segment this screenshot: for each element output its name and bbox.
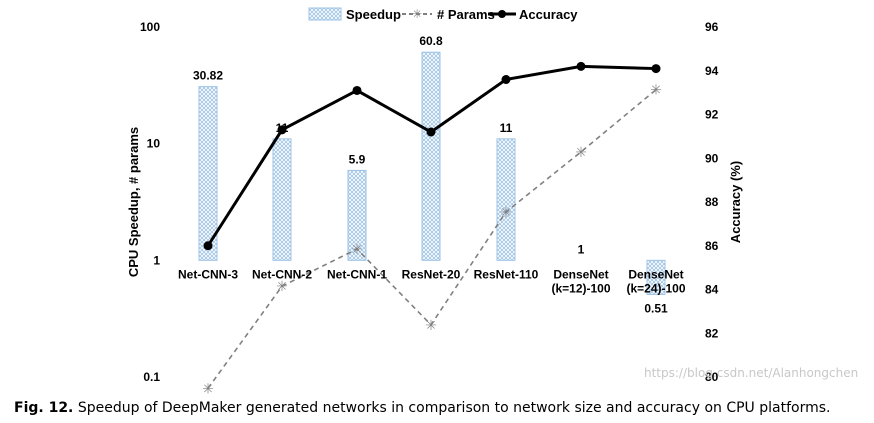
y2-tick-label: 84 <box>705 283 719 297</box>
speedup-value-label: 30.82 <box>193 69 223 83</box>
speedup-bar <box>347 169 367 261</box>
category-label: DenseNet <box>553 267 608 281</box>
legend-speedup-label: Speedup <box>346 7 401 22</box>
category-label: (k=12)-100 <box>551 281 610 295</box>
caption-label: Fig. 12. <box>14 400 74 416</box>
y-tick-label: 0.1 <box>143 370 160 384</box>
legend-params-marker: ✳ <box>412 7 422 21</box>
params-point: ✳ <box>425 318 437 334</box>
speedup-bar <box>646 259 666 295</box>
params-point: ✳ <box>276 279 288 295</box>
params-point: ✳ <box>575 145 587 161</box>
speedup-bar <box>272 138 292 261</box>
legend-accuracy-marker <box>498 10 506 18</box>
params-line <box>207 89 657 389</box>
y2-tick-label: 92 <box>705 108 719 122</box>
y-tick-label: 100 <box>140 20 160 34</box>
figure-caption: Fig. 12. Speedup of DeepMaker generated … <box>14 400 830 416</box>
legend-speedup-swatch <box>308 7 342 21</box>
watermark: https://blog.csdn.net/Alanhongchen <box>644 366 859 380</box>
speedup-bar <box>421 51 441 261</box>
accuracy-point <box>352 85 362 95</box>
speedup-bar <box>198 86 218 261</box>
y2-tick-label: 96 <box>705 20 719 34</box>
accuracy-point <box>426 127 436 137</box>
y-tick-label: 10 <box>147 137 161 151</box>
category-label: Net-CNN-2 <box>252 267 312 281</box>
legend-params-label: # Params <box>437 7 495 22</box>
y-axis-label: CPU Speedup, # params <box>126 127 141 277</box>
y2-tick-label: 80 <box>705 370 719 384</box>
speedup-value-label: 1 <box>578 242 585 256</box>
category-label: (k=24)-100 <box>626 281 685 295</box>
accuracy-point <box>501 75 511 84</box>
y2-axis-label: Accuracy (%) <box>728 161 743 243</box>
category-label: Net-CNN-3 <box>178 267 238 281</box>
caption-text: Speedup of DeepMaker generated networks … <box>77 400 831 416</box>
params-point: ✳ <box>500 205 512 221</box>
params-point: ✳ <box>202 381 214 397</box>
category-label: DenseNet <box>628 267 683 281</box>
category-label: ResNet-20 <box>402 267 461 281</box>
accuracy-point <box>651 64 661 74</box>
speedup-value-label: 60.8 <box>419 34 443 48</box>
speedup-value-label: 11 <box>500 121 513 135</box>
params-point: ✳ <box>650 83 662 99</box>
accuracy-point <box>277 125 287 135</box>
y-tick-label: 1 <box>153 253 160 267</box>
category-label: Net-CNN-1 <box>327 267 387 281</box>
combo-chart: Speedup ✳ # Params Accuracy 30.82115.960… <box>126 7 743 397</box>
speedup-value-label: 0.51 <box>644 301 668 315</box>
category-label: ResNet-110 <box>474 267 539 281</box>
y2-tick-label: 86 <box>705 239 719 253</box>
legend-accuracy-label: Accuracy <box>519 7 578 22</box>
speedup-value-label: 5.9 <box>349 152 366 166</box>
y2-tick-label: 94 <box>705 64 719 78</box>
y2-tick-label: 90 <box>705 151 719 165</box>
params-point: ✳ <box>351 242 363 258</box>
accuracy-point <box>203 241 213 251</box>
y2-tick-label: 88 <box>705 195 719 209</box>
y2-tick-label: 82 <box>705 326 719 340</box>
accuracy-point <box>576 61 586 71</box>
legend: Speedup ✳ # Params Accuracy <box>308 7 578 22</box>
speedup-bar <box>496 138 516 261</box>
